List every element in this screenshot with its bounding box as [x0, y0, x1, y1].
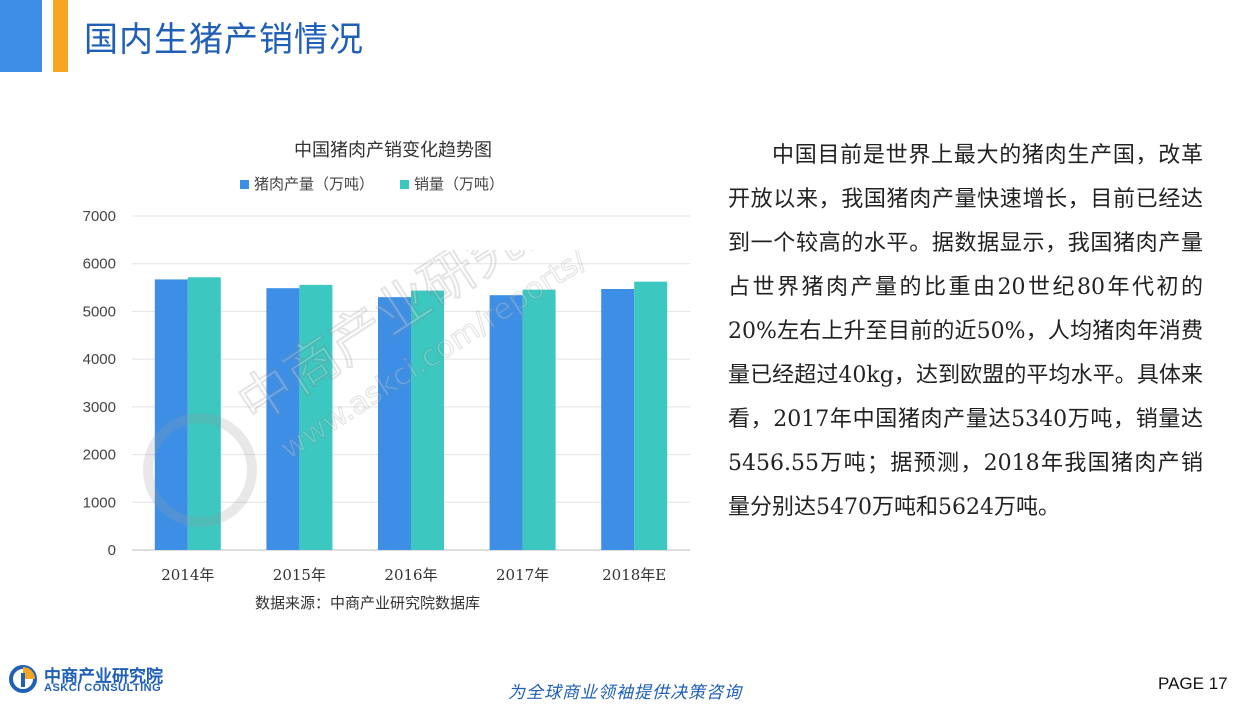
legend-label-0: 猪肉产量（万吨）: [254, 175, 374, 193]
bar-1-2: [411, 290, 444, 550]
y-tick-label: 6000: [83, 256, 116, 273]
page-title: 国内生猪产销情况: [84, 20, 364, 60]
page-number: PAGE 17: [1158, 674, 1228, 693]
y-tick-label: 2000: [83, 447, 116, 464]
legend-swatch-1: [400, 180, 409, 189]
bar-1-0: [187, 277, 221, 550]
bar-0-4: [601, 289, 635, 550]
askci-logo-icon: [9, 665, 37, 693]
header-accent-orange: [53, 0, 68, 72]
y-tick-label: 1000: [83, 494, 116, 511]
bar-0-3: [489, 295, 523, 550]
chart-source: 数据来源：中商产业研究院数据库: [255, 594, 480, 612]
bar-1-1: [299, 284, 333, 550]
x-tick-label: 2018年E: [602, 566, 666, 584]
bar-0-0: [154, 279, 188, 550]
logo-text-en: ASKCI CONSULTING: [44, 682, 162, 694]
y-tick-label: 0: [108, 542, 116, 559]
footer-slogan: 为全球商业领袖提供决策咨询: [508, 683, 742, 703]
body-paragraph: 中国目前是世界上最大的猪肉生产国，改革开放以来，我国猪肉产量快速增长，目前已经达…: [728, 143, 1203, 520]
bar-0-2: [378, 297, 411, 550]
chart-title: 中国猪肉产销变化趋势图: [294, 140, 492, 161]
bar-1-3: [522, 289, 556, 550]
logo-text-cn: 中商产业研究院: [44, 667, 163, 687]
y-tick-label: 5000: [83, 303, 116, 320]
y-tick-label: 4000: [83, 351, 116, 368]
body-text: 中国目前是世界上最大的猪肉生产国，改革开放以来，我国猪肉产量快速增长，目前已经达…: [728, 134, 1203, 530]
bar-0-1: [266, 288, 300, 550]
footer-logo: 中商产业研究院 ASKCI CONSULTING: [8, 660, 178, 700]
header-accent-blue: [0, 0, 42, 72]
bar-1-4: [634, 281, 668, 550]
x-tick-label: 2014年: [161, 566, 214, 584]
legend-label-1: 销量（万吨）: [414, 175, 504, 193]
x-tick-label: 2016年: [384, 566, 437, 584]
legend-swatch-0: [240, 180, 249, 189]
x-tick-label: 2015年: [273, 566, 326, 584]
x-tick-label: 2017年: [496, 566, 549, 584]
y-tick-label: 3000: [83, 399, 116, 416]
y-tick-label: 7000: [83, 208, 116, 225]
